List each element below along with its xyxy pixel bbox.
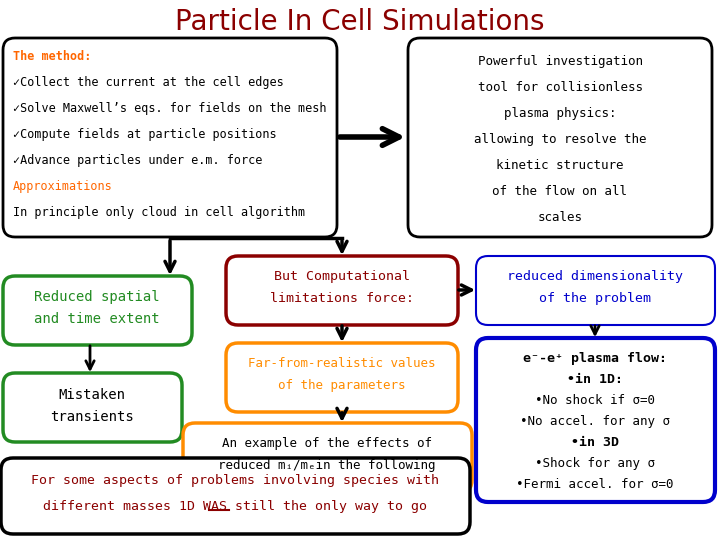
FancyBboxPatch shape <box>3 38 337 237</box>
Text: plasma physics:: plasma physics: <box>504 107 616 120</box>
FancyBboxPatch shape <box>3 276 192 345</box>
Text: The method:: The method: <box>13 50 91 63</box>
Text: For some aspects of problems involving species with: For some aspects of problems involving s… <box>31 474 439 487</box>
FancyBboxPatch shape <box>226 256 458 325</box>
Text: limitations force:: limitations force: <box>270 292 414 305</box>
Text: of the flow on all: of the flow on all <box>492 185 628 198</box>
Text: different masses 1D WAS still the only way to go: different masses 1D WAS still the only w… <box>43 500 427 513</box>
Text: reduced dimensionality: reduced dimensionality <box>507 270 683 283</box>
Text: •in 3D: •in 3D <box>571 436 619 449</box>
Text: allowing to resolve the: allowing to resolve the <box>474 133 647 146</box>
Text: Reduced spatial: Reduced spatial <box>34 290 160 304</box>
FancyBboxPatch shape <box>476 338 715 502</box>
Text: ✓Solve Maxwell’s eqs. for fields on the mesh: ✓Solve Maxwell’s eqs. for fields on the … <box>13 102 326 115</box>
Text: of the parameters: of the parameters <box>278 379 406 392</box>
Text: ✓Compute fields at particle positions: ✓Compute fields at particle positions <box>13 128 276 141</box>
Text: kinetic structure: kinetic structure <box>496 159 624 172</box>
Text: ✓Collect the current at the cell edges: ✓Collect the current at the cell edges <box>13 76 284 89</box>
Text: of the problem: of the problem <box>539 292 651 305</box>
Text: •Fermi accel. for σ=0: •Fermi accel. for σ=0 <box>516 478 674 491</box>
FancyBboxPatch shape <box>226 343 458 412</box>
Text: In principle only cloud in cell algorithm: In principle only cloud in cell algorith… <box>13 206 305 219</box>
Text: transients: transients <box>50 410 134 424</box>
Text: But Computational: But Computational <box>274 270 410 283</box>
Text: •No accel. for any σ: •No accel. for any σ <box>520 415 670 428</box>
Text: scales: scales <box>538 211 582 224</box>
Text: e⁻-e⁺ plasma flow:: e⁻-e⁺ plasma flow: <box>523 352 667 365</box>
Text: •in 1D:: •in 1D: <box>567 373 623 386</box>
Text: ✓Advance particles under e.m. force: ✓Advance particles under e.m. force <box>13 154 262 167</box>
FancyBboxPatch shape <box>1 458 470 534</box>
Text: An example of the effects of: An example of the effects of <box>222 437 432 450</box>
Text: reduced mᵢ/mₑin the following: reduced mᵢ/mₑin the following <box>218 459 436 472</box>
FancyBboxPatch shape <box>183 423 472 492</box>
Text: Powerful investigation: Powerful investigation <box>477 55 642 68</box>
FancyBboxPatch shape <box>3 373 182 442</box>
Text: Approximations: Approximations <box>13 180 113 193</box>
Text: tool for collisionless: tool for collisionless <box>477 81 642 94</box>
FancyBboxPatch shape <box>408 38 712 237</box>
Text: Far-from-realistic values: Far-from-realistic values <box>248 357 436 370</box>
Text: •Shock for any σ: •Shock for any σ <box>535 457 655 470</box>
Text: Mistaken: Mistaken <box>58 388 125 402</box>
Text: and time extent: and time extent <box>34 312 160 326</box>
Text: •No shock if σ=0: •No shock if σ=0 <box>535 394 655 407</box>
FancyBboxPatch shape <box>476 256 715 325</box>
Text: Particle In Cell Simulations: Particle In Cell Simulations <box>175 8 545 36</box>
